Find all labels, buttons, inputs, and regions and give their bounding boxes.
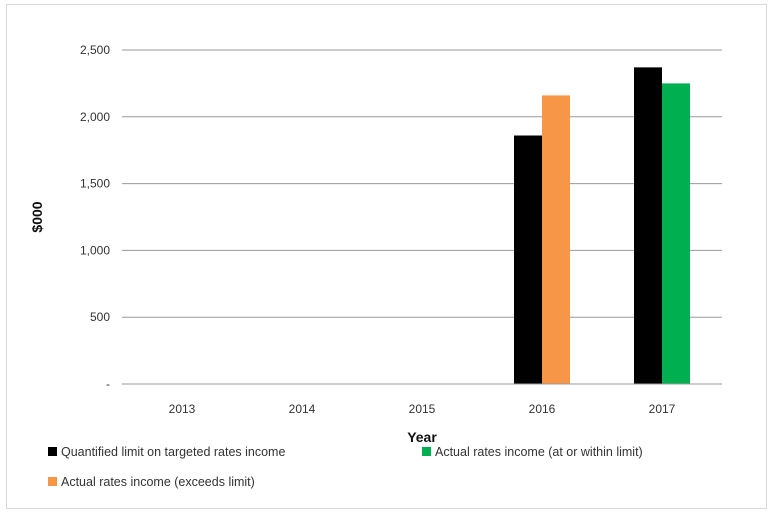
gridlines <box>122 49 722 318</box>
bar-2017-series-2 <box>662 83 690 385</box>
bar-2016-series-1 <box>542 95 570 384</box>
bars <box>514 67 690 385</box>
legend-label: Quantified limit on targeted rates incom… <box>61 445 285 459</box>
y-axis-title: $000 <box>29 201 45 232</box>
bar-2016-series-0 <box>514 135 542 384</box>
legend-swatch <box>422 447 431 456</box>
legend-label: Actual rates income (at or within limit) <box>435 445 643 459</box>
x-axis-title: Year <box>407 429 437 445</box>
y-tick-label: 2,000 <box>80 110 110 124</box>
y-axis-ticks: - 500 1,000 1,500 2,000 2,500 <box>80 43 110 391</box>
y-tick-label: 500 <box>90 310 110 324</box>
legend: Quantified limit on targeted rates incom… <box>48 445 643 489</box>
y-tick-label: 2,500 <box>80 43 110 57</box>
x-axis-ticks: 2013 2014 2015 2016 2017 <box>169 402 676 416</box>
legend-swatch <box>48 447 57 456</box>
legend-label: Actual rates income (exceeds limit) <box>61 475 255 489</box>
x-tick-label: 2015 <box>409 402 436 416</box>
x-tick-label: 2014 <box>289 402 316 416</box>
bar-2017-series-0 <box>634 67 662 385</box>
x-tick-label: 2013 <box>169 402 196 416</box>
y-tick-label: - <box>106 377 110 391</box>
x-tick-label: 2016 <box>529 402 556 416</box>
y-tick-label: 1,000 <box>80 243 110 257</box>
y-tick-label: 1,500 <box>80 177 110 191</box>
x-tick-label: 2017 <box>649 402 676 416</box>
legend-swatch <box>48 477 57 486</box>
